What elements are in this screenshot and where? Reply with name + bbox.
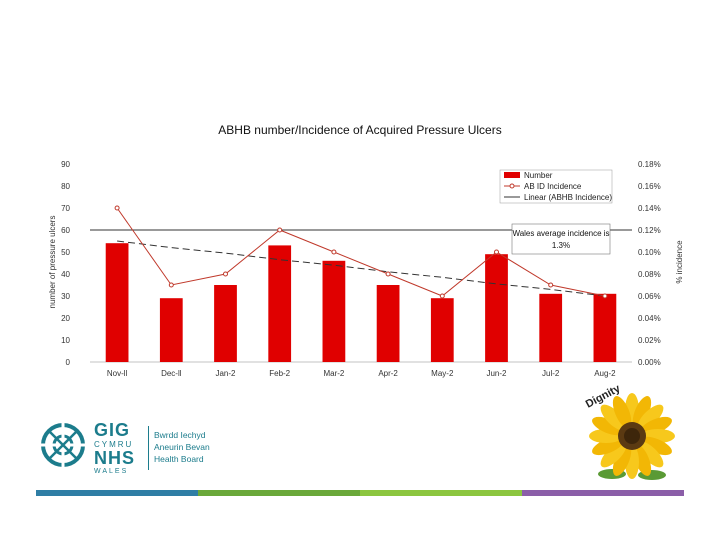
incidence-point (114, 205, 120, 211)
celtic-knot-icon (40, 422, 86, 468)
nhs-wales-logo: GIG CYMRU NHS WALES Bwrdd Iechyd Aneurin… (36, 418, 246, 482)
incidence-point (331, 249, 337, 255)
org-line-2: Aneurin Bevan (154, 442, 210, 452)
y2-tick-label: 0.04% (638, 314, 661, 323)
x-tick-label: Aug-2 (594, 369, 616, 378)
petal-icon (637, 441, 664, 468)
bar (214, 285, 237, 362)
x-tick-label: Jul-2 (542, 369, 560, 378)
legend-marker-incidence (509, 183, 515, 189)
x-tick-label: Mar-2 (323, 369, 344, 378)
petal-icon (612, 444, 632, 476)
bar (430, 298, 454, 362)
incidence-point (548, 282, 554, 288)
y-tick-label: 30 (61, 292, 70, 301)
color-bar-segment (198, 490, 360, 496)
y-tick-label: 0 (66, 358, 71, 367)
logo-nhs: NHS (94, 448, 136, 468)
legend-label-incidence: AB ID Incidence (524, 182, 582, 191)
y-axis-left: 0 10 20 30 40 50 60 70 80 90 (61, 160, 70, 367)
incidence-line (116, 207, 605, 297)
x-tick-label: May-2 (431, 369, 454, 378)
incidence-point (277, 227, 283, 233)
wales-average-annotation: Wales average incidence is 1.3% (511, 223, 611, 255)
x-axis: Nov-ll Dec-ll Jan-2 Feb-2 Mar-2 Apr-2 May-2 Jun… (107, 369, 616, 378)
y2-tick-label: 0.18% (638, 160, 661, 169)
legend-swatch-number (504, 172, 520, 178)
y2-axis-title: % incidence (675, 240, 684, 284)
trendline (117, 240, 605, 297)
color-bar-segment (522, 490, 684, 496)
x-tick-label: Nov-ll (107, 369, 128, 378)
color-bar-segment (360, 490, 522, 496)
y2-tick-label: 0.10% (638, 248, 661, 257)
y-tick-label: 70 (61, 204, 70, 213)
petal-icon (600, 404, 627, 431)
bar (539, 293, 563, 362)
y2-tick-label: 0.14% (638, 204, 661, 213)
x-tick-label: Apr-2 (378, 369, 398, 378)
petal-icon (592, 416, 624, 436)
y-tick-label: 50 (61, 248, 70, 257)
bar (268, 245, 292, 362)
petal-icon (600, 441, 627, 468)
x-tick-label: Jun-2 (486, 369, 507, 378)
incidence-point (439, 293, 445, 299)
incidence-point (494, 249, 499, 255)
annotation-line-2: 1.3% (552, 241, 570, 250)
bar (159, 298, 183, 362)
incidence-point (223, 271, 228, 277)
x-tick-label: Feb-2 (269, 369, 290, 378)
legend-label-linear: Linear (ABHB Incidence) (524, 193, 612, 202)
petal-icon (632, 396, 652, 428)
y-axis-title: number of pressure ulcers (48, 216, 57, 309)
logo-wales: WALES (94, 468, 129, 475)
incidence-point (602, 293, 608, 299)
logo-gig: GIG (94, 420, 131, 440)
y-tick-label: 40 (61, 270, 70, 279)
y-tick-label: 20 (61, 314, 70, 323)
bar (105, 243, 129, 362)
petal-icon (612, 396, 632, 428)
y-tick-label: 80 (61, 182, 70, 191)
y2-tick-label: 0.02% (638, 336, 661, 345)
sunflower-icon (589, 393, 675, 480)
y-tick-label: 60 (61, 226, 70, 235)
y-tick-label: 90 (61, 160, 70, 169)
y-axis-right: 0.00% 0.02% 0.04% 0.06% 0.08% 0.10% 0.12% 0.14%… (638, 160, 661, 367)
chart-title: ABHB number/Incidence of Acquired Pressu… (218, 123, 501, 137)
x-tick-label: Jan-2 (215, 369, 236, 378)
annotation-line-1: Wales average incidence is (512, 229, 609, 238)
petal-icon (637, 404, 664, 431)
incidence-point (168, 282, 174, 288)
y-tick-label: 10 (61, 336, 70, 345)
y2-tick-label: 0.00% (638, 358, 661, 367)
bar (322, 260, 346, 362)
logo-divider (148, 426, 149, 470)
org-line-3: Health Board (154, 454, 204, 464)
line-series (114, 205, 608, 299)
bar (485, 254, 508, 362)
logo-cymru: CYMRU (94, 440, 134, 449)
y2-tick-label: 0.08% (638, 270, 661, 279)
y2-tick-label: 0.06% (638, 292, 661, 301)
incidence-point (385, 271, 391, 277)
org-line-1: Bwrdd Iechyd (154, 430, 206, 440)
flower-core-icon (624, 428, 640, 444)
annotation-box (511, 223, 611, 255)
legend-label-number: Number (524, 171, 553, 180)
color-bar-segment (36, 490, 198, 496)
y2-tick-label: 0.16% (638, 182, 661, 191)
y2-tick-label: 0.12% (638, 226, 661, 235)
bar-series (105, 243, 617, 362)
x-tick-label: Dec-ll (161, 369, 182, 378)
legend: Number AB ID Incidence Linear (ABHB Inci… (499, 169, 612, 204)
footer-color-bar (36, 490, 684, 496)
bar (376, 285, 400, 362)
dignity-sunflower-badge: Dignity (584, 382, 675, 480)
bar (593, 293, 617, 362)
petal-icon (640, 436, 672, 456)
